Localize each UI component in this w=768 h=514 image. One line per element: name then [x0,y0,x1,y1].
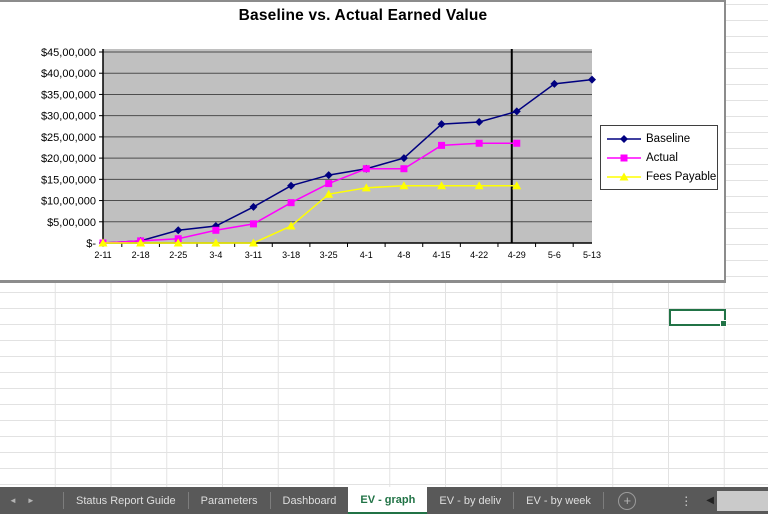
y-axis-label: $10,00,000 [41,196,96,208]
data-point-marker [437,181,447,190]
data-point-marker [287,181,296,190]
add-sheet-icon[interactable]: + [618,491,637,510]
data-point-marker [325,180,333,188]
data-point-marker [474,181,484,190]
data-point-marker [588,75,596,84]
sheet-tab-parameters[interactable]: Parameters [200,494,258,507]
y-axis-label: $20,00,000 [41,153,96,165]
x-axis-label: 4-22 [470,250,488,260]
chart-legend: Baseline Actual Fees Payable [600,125,718,190]
x-axis-label: 3-4 [209,250,222,260]
horizontal-scrollbar-thumb[interactable] [717,490,768,511]
tab-extras: + ⋮ ◀ [618,487,768,514]
x-axis-label: 4-29 [508,250,526,260]
x-axis-label: 3-18 [282,250,300,260]
x-axis-label: 2-11 [94,250,111,260]
sheet-tab-ev-by-deliv[interactable]: EV - by deliv [439,494,502,507]
actual-marker-icon [607,154,641,161]
y-axis-label: $15,00,000 [41,174,96,186]
x-axis-label: 3-25 [320,250,338,260]
prev-sheet-icon[interactable]: ◄ [9,496,17,505]
data-point-marker [98,238,108,247]
data-point-marker [513,139,521,147]
data-point-marker [512,181,522,190]
legend-item-fees: Fees Payable [606,171,717,183]
next-sheet-icon[interactable]: ► [26,496,35,505]
plot-area [103,49,592,243]
tab-separator [269,492,271,509]
legend-item-actual: Actual [606,152,717,164]
tab-separator [187,492,189,509]
legend-label: Actual [646,151,678,164]
y-axis-label: $30,00,000 [41,111,96,123]
y-axis-label: $5,00,000 [47,217,96,229]
data-point-marker [136,238,146,247]
x-axis-label: 5-6 [548,250,561,260]
legend-label: Fees Payable [646,170,717,183]
scrollbar-left-icon[interactable]: ◀ [706,495,714,506]
earned-value-chart[interactable]: $- $5,00,000 $10,00,000 $15,00,000 $20,00,00… [0,0,726,283]
sheet-tab-status-report-guide[interactable]: Status Report Guide [76,494,176,507]
data-point-marker [174,226,183,235]
data-point-marker [475,118,484,127]
data-point-marker [362,165,370,173]
series-line-fees-payable [103,184,517,244]
sheet-tab-bar: ◄ ► Status Report Guide Parameters Dashb… [0,487,768,514]
baseline-marker-icon [607,134,641,143]
x-axis-label: 2-18 [132,250,150,260]
x-axis-label: 2-25 [169,250,187,260]
data-point-marker [173,238,183,247]
data-point-marker [324,171,333,180]
more-options-icon[interactable]: ⋮ [680,493,693,508]
y-axis-label: $45,00,000 [41,47,96,59]
data-point-marker [286,221,296,230]
tab-separator [63,492,64,509]
sheet-tab-dashboard[interactable]: Dashboard [282,494,337,507]
selected-cell[interactable] [669,309,727,327]
x-axis-label: 4-15 [433,250,451,260]
data-point-marker [437,120,446,129]
chart-title: Baseline vs. Actual Earned Value [238,7,488,24]
data-point-marker [400,165,408,173]
y-axis-label: $35,00,000 [41,89,96,101]
y-axis-label: $- [86,238,96,250]
x-axis-label: 3-11 [245,250,262,260]
tab-nav: ◄ ► [0,487,63,514]
chart-plot: $- $5,00,000 $10,00,000 $15,00,000 $20,00,00… [41,47,601,260]
legend-item-baseline: Baseline [606,133,717,145]
data-point-marker [248,238,258,247]
series-line-actual [102,142,517,244]
x-axis-label: 4-8 [397,250,410,260]
data-point-marker [211,238,221,247]
data-point-marker [399,181,409,190]
data-point-marker [438,141,446,149]
fill-handle[interactable] [720,320,727,327]
data-point-marker [399,154,408,163]
data-point-marker [249,202,258,211]
data-point-marker [287,199,295,207]
data-point-marker [475,139,483,147]
y-axis-label: $40,00,000 [41,68,96,80]
tab-separator [513,492,515,509]
data-point-marker [249,220,257,228]
fees-marker-icon [607,172,641,180]
data-point-marker [550,79,559,88]
tab-separator [602,492,604,509]
sheet-tab-ev-graph[interactable]: EV - graph [348,487,428,514]
data-point-marker [361,183,371,192]
data-point-marker [324,189,334,198]
legend-label: Baseline [646,132,691,145]
data-point-marker [212,226,220,234]
x-axis-label: 4-1 [360,250,373,260]
series-line-baseline [102,78,593,244]
y-axis-label: $25,00,000 [41,132,96,144]
x-axis-label: 5-13 [583,250,601,260]
sheet-tab-ev-by-week[interactable]: EV - by week [526,494,591,507]
data-point-marker [512,107,521,116]
